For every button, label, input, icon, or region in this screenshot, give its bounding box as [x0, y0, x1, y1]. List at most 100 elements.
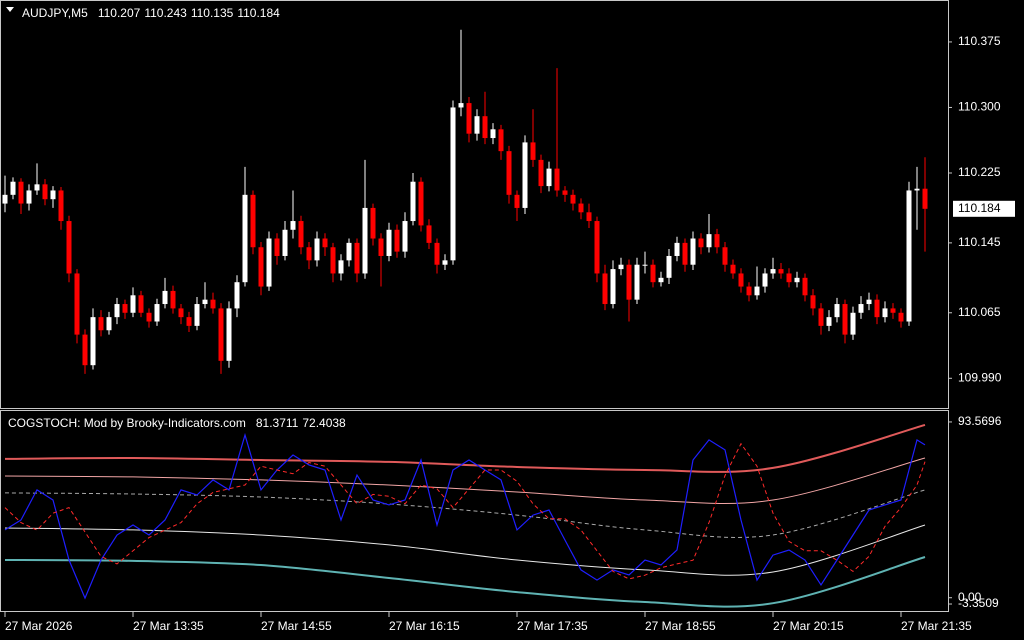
candle-body	[762, 273, 768, 287]
candle-body	[498, 129, 504, 152]
candle-body	[106, 317, 112, 331]
candle-body	[538, 159, 544, 187]
indicator-panel-frame	[0, 410, 949, 612]
band-line	[4, 489, 926, 538]
candle-body	[674, 242, 680, 256]
candle-body	[146, 312, 152, 322]
candle-body	[234, 282, 240, 309]
candle-body	[810, 295, 816, 309]
time-label: 27 Mar 2026	[5, 619, 73, 633]
candle-body	[698, 238, 704, 248]
time-label: 27 Mar 14:55	[261, 619, 332, 633]
candle-body	[714, 234, 720, 248]
value-readout: 81.3711	[256, 416, 299, 430]
indicator-label: -3.3509	[958, 596, 999, 610]
band-line	[4, 423, 926, 473]
candle-body	[74, 273, 80, 335]
candle-body	[514, 194, 520, 208]
candle-body	[370, 207, 376, 239]
candle-body	[162, 290, 168, 305]
candle-body	[466, 103, 472, 134]
candle-body	[874, 299, 880, 318]
symbol-title: AUDJPY,M5	[22, 6, 88, 20]
candle-body	[594, 221, 600, 274]
candle-body	[226, 308, 232, 361]
candle-body	[682, 242, 688, 265]
candle-body	[890, 308, 896, 313]
candle-body	[154, 304, 160, 322]
candle-body	[34, 184, 40, 191]
price-label: 110.065	[958, 305, 1001, 319]
main-panel-frame	[0, 0, 949, 409]
candle-body	[50, 190, 56, 200]
candle-body	[914, 188, 920, 191]
candle-body	[394, 229, 400, 252]
candle-body	[754, 286, 760, 296]
time-label: 27 Mar 17:35	[517, 619, 588, 633]
candle-body	[2, 194, 8, 204]
candle-body	[306, 247, 312, 261]
candle-body	[530, 142, 536, 160]
candle-body	[746, 286, 752, 296]
candle-body	[42, 184, 48, 200]
candle-body	[98, 317, 104, 331]
candle-body	[194, 304, 200, 326]
candle-body	[434, 242, 440, 265]
candle-body	[522, 142, 528, 208]
candle-body	[258, 247, 264, 287]
candle-body	[642, 264, 648, 266]
candle-body	[474, 116, 480, 134]
candle-body	[386, 229, 392, 256]
value-readout: 110.243	[144, 6, 187, 20]
candle-body	[66, 221, 72, 274]
candle-body	[650, 264, 656, 283]
candle-body	[578, 203, 584, 213]
candle-body	[186, 317, 192, 326]
candle-body	[850, 312, 856, 335]
current-price-label: 110.184	[958, 201, 1001, 215]
symbol-menu-arrow[interactable]	[6, 7, 14, 12]
indicator-title: COGSTOCH: Mod by Brooky-Indicators.com	[8, 416, 246, 430]
value-readout: 110.135	[191, 6, 234, 20]
candle-body	[138, 295, 144, 313]
price-label: 109.990	[958, 370, 1002, 384]
candle-body	[834, 304, 840, 318]
value-readout: 72.4038	[302, 416, 346, 430]
candle-body	[690, 238, 696, 265]
candle-body	[122, 304, 128, 313]
candle-body	[266, 238, 272, 287]
candle-body	[618, 264, 624, 270]
price-label: 110.225	[958, 165, 1001, 179]
candle-body	[274, 238, 280, 256]
candle-body	[218, 308, 224, 361]
candle-body	[458, 103, 464, 108]
candle-body	[314, 238, 320, 261]
oscillator	[4, 432, 926, 600]
candle-body	[922, 188, 928, 209]
candle-body	[882, 308, 888, 318]
candle-body	[818, 308, 824, 326]
candles	[2, 29, 928, 374]
candle-body	[58, 190, 64, 222]
candle-body	[666, 255, 672, 278]
candle-body	[866, 299, 872, 305]
candle-body	[906, 190, 912, 322]
candle-body	[738, 273, 744, 287]
current-price-box	[953, 200, 1015, 217]
candle-body	[170, 290, 176, 309]
candle-body	[770, 269, 776, 274]
candle-body	[114, 304, 120, 318]
candle-body	[362, 207, 368, 274]
candle-body	[802, 277, 808, 296]
value-readout: 110.184	[237, 6, 280, 20]
candle-body	[354, 242, 360, 274]
candle-body	[570, 194, 576, 204]
candle-body	[82, 334, 88, 366]
candle-body	[338, 260, 344, 274]
candle-body	[658, 277, 664, 283]
band-line	[4, 556, 926, 608]
candle-body	[130, 295, 136, 313]
band-line	[4, 524, 926, 576]
candle-body	[786, 273, 792, 283]
